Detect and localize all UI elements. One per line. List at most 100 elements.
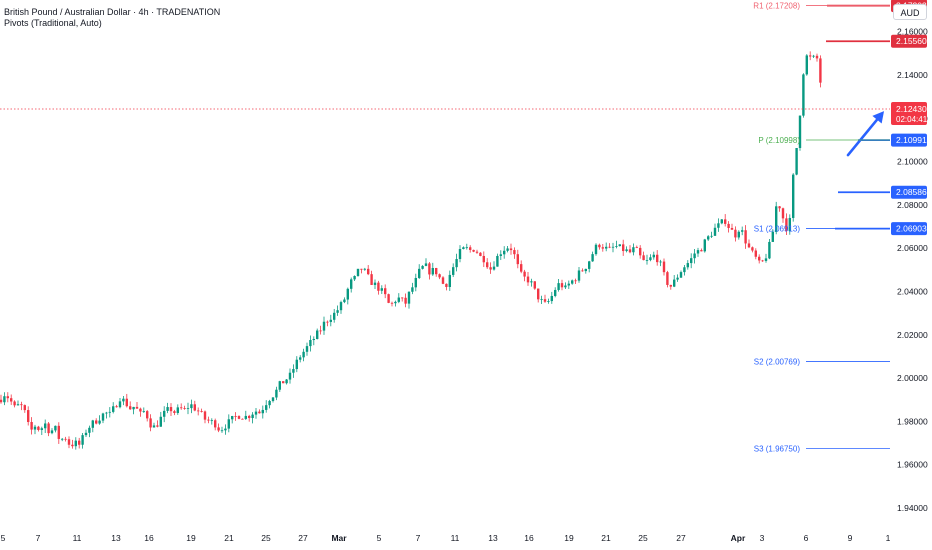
- candle-body: [44, 423, 47, 429]
- price-tick: 2.02000: [897, 330, 928, 340]
- candle-body: [231, 416, 234, 420]
- price-tick: 1.94000: [897, 503, 928, 513]
- price-badge-2.10991: [891, 133, 927, 147]
- candle-body: [118, 401, 122, 408]
- candle-body: [567, 283, 570, 286]
- candle-body: [258, 411, 261, 414]
- candle-body: [64, 438, 67, 440]
- candle-body: [166, 407, 169, 411]
- candle-body: [6, 396, 9, 399]
- candle-body: [424, 263, 428, 266]
- candle-body: [622, 244, 625, 252]
- candle-body: [492, 266, 496, 270]
- time-tick: 13: [488, 533, 498, 543]
- candle-body: [526, 276, 530, 283]
- candle-body: [91, 420, 94, 428]
- candle-body: [132, 406, 135, 410]
- candle-body: [16, 404, 20, 406]
- price-badge-text: 2.10991: [896, 135, 927, 145]
- time-tick: 3: [760, 533, 765, 543]
- candle-body: [523, 271, 526, 277]
- candle-body: [550, 295, 553, 302]
- candle-body: [734, 229, 737, 238]
- candle-body: [486, 262, 489, 268]
- candle-body: [690, 258, 693, 264]
- candle-body: [367, 268, 370, 275]
- candle-body: [472, 249, 475, 252]
- candle-body: [360, 268, 363, 270]
- candle-body: [47, 423, 50, 434]
- candle-body: [363, 268, 366, 270]
- candle-body: [200, 411, 203, 413]
- candle-body: [401, 297, 404, 299]
- candle-body: [577, 270, 581, 281]
- candle-body: [251, 414, 254, 419]
- candle-body: [696, 250, 700, 254]
- candle-body: [628, 249, 632, 253]
- candle-body: [81, 435, 84, 445]
- candle-body: [139, 408, 142, 412]
- candle-body: [533, 281, 536, 289]
- candle-body: [353, 275, 356, 280]
- candle-body: [717, 223, 720, 228]
- candle-body: [737, 231, 740, 238]
- candle-body: [3, 396, 6, 403]
- candle-body: [802, 74, 805, 116]
- candle-body: [788, 217, 791, 232]
- candle-body: [27, 410, 30, 423]
- candle-body: [703, 239, 706, 252]
- pivot-label-p: P (2.10998): [758, 136, 800, 145]
- candle-body: [197, 410, 200, 412]
- candle-body: [683, 267, 686, 273]
- candle-body: [509, 248, 513, 251]
- price-badge-2.15560: [891, 34, 927, 48]
- candle-body: [390, 302, 394, 304]
- time-tick: 11: [451, 533, 460, 543]
- time-axis: 5 7 11 13 16 19 21 25 27 Mar 5 7 11 13 16 19 21 25 27 Apr 3 6…: [1, 533, 891, 543]
- candle-body: [608, 246, 611, 248]
- price-badge-2.06903: [891, 222, 927, 236]
- candle-body: [662, 261, 666, 273]
- candle-body: [448, 274, 451, 287]
- candle-body: [659, 261, 662, 263]
- candle-body: [666, 272, 669, 285]
- arrow-shaft: [846, 118, 879, 157]
- candle-body: [40, 428, 43, 430]
- candle-body: [248, 415, 251, 419]
- candle-body: [186, 408, 190, 409]
- time-tick: 7: [416, 533, 421, 543]
- candle-body: [217, 427, 220, 431]
- candle-body: [71, 444, 74, 447]
- candle-body: [618, 244, 621, 247]
- candle-body: [176, 407, 179, 413]
- candle-body: [707, 236, 710, 240]
- candle-body: [530, 281, 533, 283]
- candle-body: [173, 411, 176, 413]
- pivot-label-s2: S2 (2.00769): [754, 357, 801, 366]
- candle-body: [237, 416, 241, 419]
- candle-body: [305, 346, 309, 352]
- time-tick: 27: [298, 533, 308, 543]
- candle-body: [180, 407, 183, 409]
- candle-body: [479, 252, 482, 256]
- candle-body: [414, 277, 417, 288]
- candle-body: [441, 277, 445, 284]
- candle-body: [431, 268, 434, 275]
- candle-body: [642, 255, 645, 261]
- candle-body: [288, 372, 292, 380]
- candle-body: [33, 426, 37, 430]
- candle-body: [819, 58, 822, 83]
- candle-body: [669, 284, 672, 287]
- candle-body: [98, 420, 101, 424]
- price-badge-text: 2.06903: [896, 224, 927, 234]
- price-tick: 1.96000: [897, 460, 928, 470]
- candle-body: [282, 381, 285, 384]
- candle-body: [713, 227, 717, 236]
- time-tick: 21: [224, 533, 234, 543]
- candle-body: [809, 55, 812, 57]
- currency-button[interactable]: AUD: [893, 4, 927, 20]
- candle-body: [319, 330, 322, 332]
- candle-body: [152, 425, 156, 428]
- candle-body: [751, 247, 754, 251]
